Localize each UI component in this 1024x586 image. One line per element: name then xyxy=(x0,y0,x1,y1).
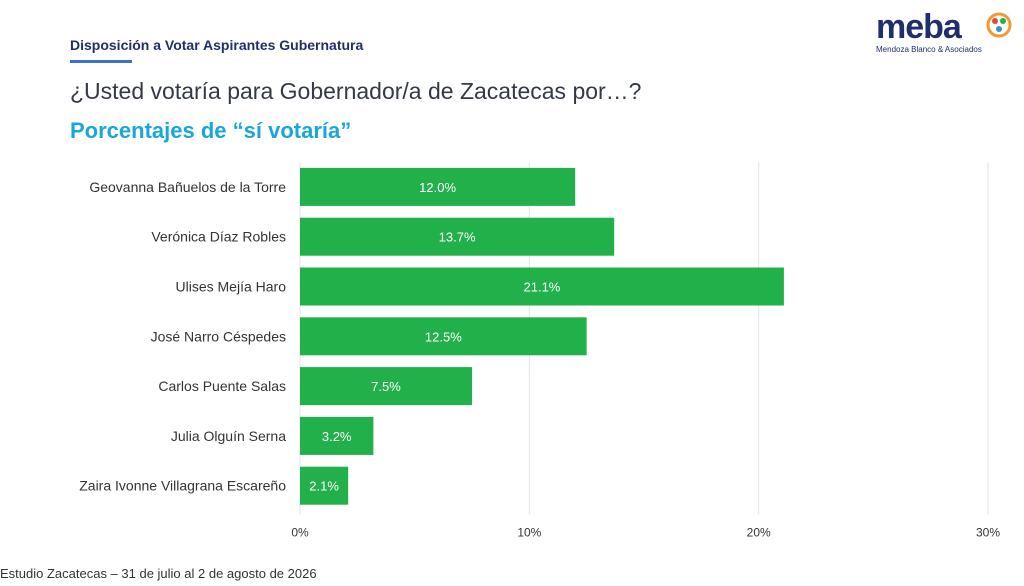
logo-wordmark: meba xyxy=(876,8,962,46)
bar xyxy=(300,267,784,306)
bar xyxy=(300,217,615,256)
data-label: 7.5% xyxy=(371,379,401,394)
category-label: Julia Olguín Serna xyxy=(171,428,286,444)
chart-question: ¿Usted votaría para Gobernador/a de Zaca… xyxy=(70,78,642,104)
meba-logo-mark-icon xyxy=(986,12,1012,38)
category-label: José Narro Céspedes xyxy=(151,328,286,344)
category-label: Verónica Díaz Robles xyxy=(151,229,286,245)
data-label: 13.7% xyxy=(439,230,476,245)
bar xyxy=(300,416,374,455)
bar xyxy=(300,367,472,406)
category-label: Carlos Puente Salas xyxy=(158,378,286,394)
chart-kicker: Disposición a Votar Aspirantes Gubernatu… xyxy=(70,37,364,53)
bar xyxy=(300,466,349,505)
x-tick-label: 0% xyxy=(291,526,309,540)
brand-logo: meba Mendoza Blanco & Asociados xyxy=(876,8,1016,60)
kicker-underline xyxy=(70,60,132,63)
chart-subtitle: Porcentajes de “sí votaría” xyxy=(70,118,352,143)
x-tick-label: 10% xyxy=(517,526,541,540)
bar xyxy=(300,317,587,356)
bar-chart: 0% 10% 20% 30% Geovanna Bañuelos de la Torre… xyxy=(79,162,1000,540)
category-label: Zaira Ivonne Villagrana Escareño xyxy=(79,478,286,494)
data-label: 12.0% xyxy=(419,180,456,195)
footer-note: Estudio Zacatecas – 31 de julio al 2 de … xyxy=(0,566,317,581)
data-label: 21.1% xyxy=(524,280,561,295)
data-label: 3.2% xyxy=(322,429,352,444)
x-tick-label: 30% xyxy=(976,526,1000,540)
category-label: Geovanna Bañuelos de la Torre xyxy=(89,179,286,195)
data-label: 12.5% xyxy=(425,329,462,344)
data-label: 2.1% xyxy=(309,479,339,494)
category-label: Ulises Mejía Haro xyxy=(176,279,287,295)
bar xyxy=(300,167,576,206)
x-tick-label: 20% xyxy=(747,526,771,540)
logo-tagline: Mendoza Blanco & Asociados xyxy=(876,45,982,54)
